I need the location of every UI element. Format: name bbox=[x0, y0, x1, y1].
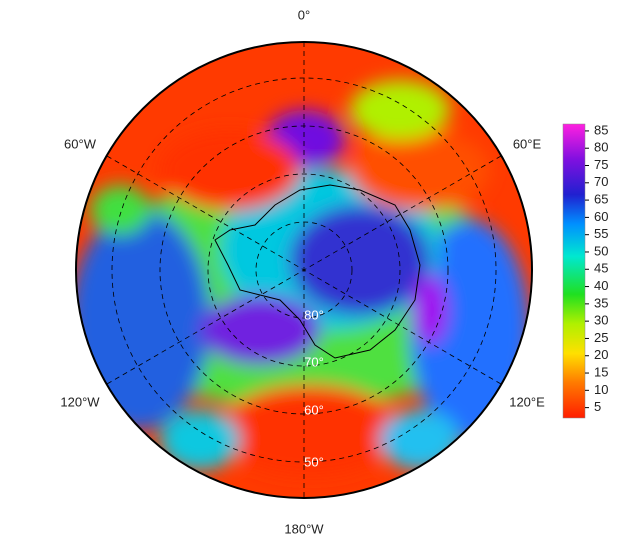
colorbar-tick-label: 20 bbox=[594, 347, 608, 362]
colorbar-tick-label: 75 bbox=[594, 157, 608, 172]
colorbar-tick-label: 45 bbox=[594, 261, 608, 276]
colorbar-tick-label: 35 bbox=[594, 295, 608, 310]
colorbar-tick-label: 15 bbox=[594, 364, 608, 379]
lon-label: 60°E bbox=[513, 136, 542, 151]
colorbar-tick-label: 10 bbox=[594, 382, 608, 397]
lat-label: 80° bbox=[304, 307, 324, 322]
map-border bbox=[75, 41, 533, 499]
colorbar-tick-label: 30 bbox=[594, 313, 608, 328]
colorbar-tick-label: 70 bbox=[594, 174, 608, 189]
colorbar-tick-label: 50 bbox=[594, 243, 608, 258]
colorbar-tick-label: 55 bbox=[594, 226, 608, 241]
colorbar-tick-label: 85 bbox=[594, 122, 608, 137]
colorbar-tick-label: 65 bbox=[594, 192, 608, 207]
lon-label: 120°E bbox=[509, 394, 545, 409]
graticule bbox=[106, 42, 502, 498]
colorbar-tick-label: 40 bbox=[594, 278, 608, 293]
lat-label: 70° bbox=[304, 354, 324, 369]
colorbar-tick-label: 80 bbox=[594, 140, 608, 155]
coastline bbox=[214, 184, 421, 359]
lon-label: 0° bbox=[298, 7, 310, 22]
lat-label: 60° bbox=[304, 402, 324, 417]
data-field bbox=[76, 42, 532, 498]
lon-label: 180°W bbox=[284, 521, 324, 536]
lat-label: 50° bbox=[304, 454, 324, 469]
colorbar-tick-label: 25 bbox=[594, 330, 608, 345]
colorbar-tick-label: 5 bbox=[594, 399, 601, 414]
lon-label: 120°W bbox=[60, 394, 100, 409]
colorbar-tick-label: 60 bbox=[594, 209, 608, 224]
lon-label: 60°W bbox=[64, 136, 97, 151]
colorbar bbox=[562, 123, 586, 419]
